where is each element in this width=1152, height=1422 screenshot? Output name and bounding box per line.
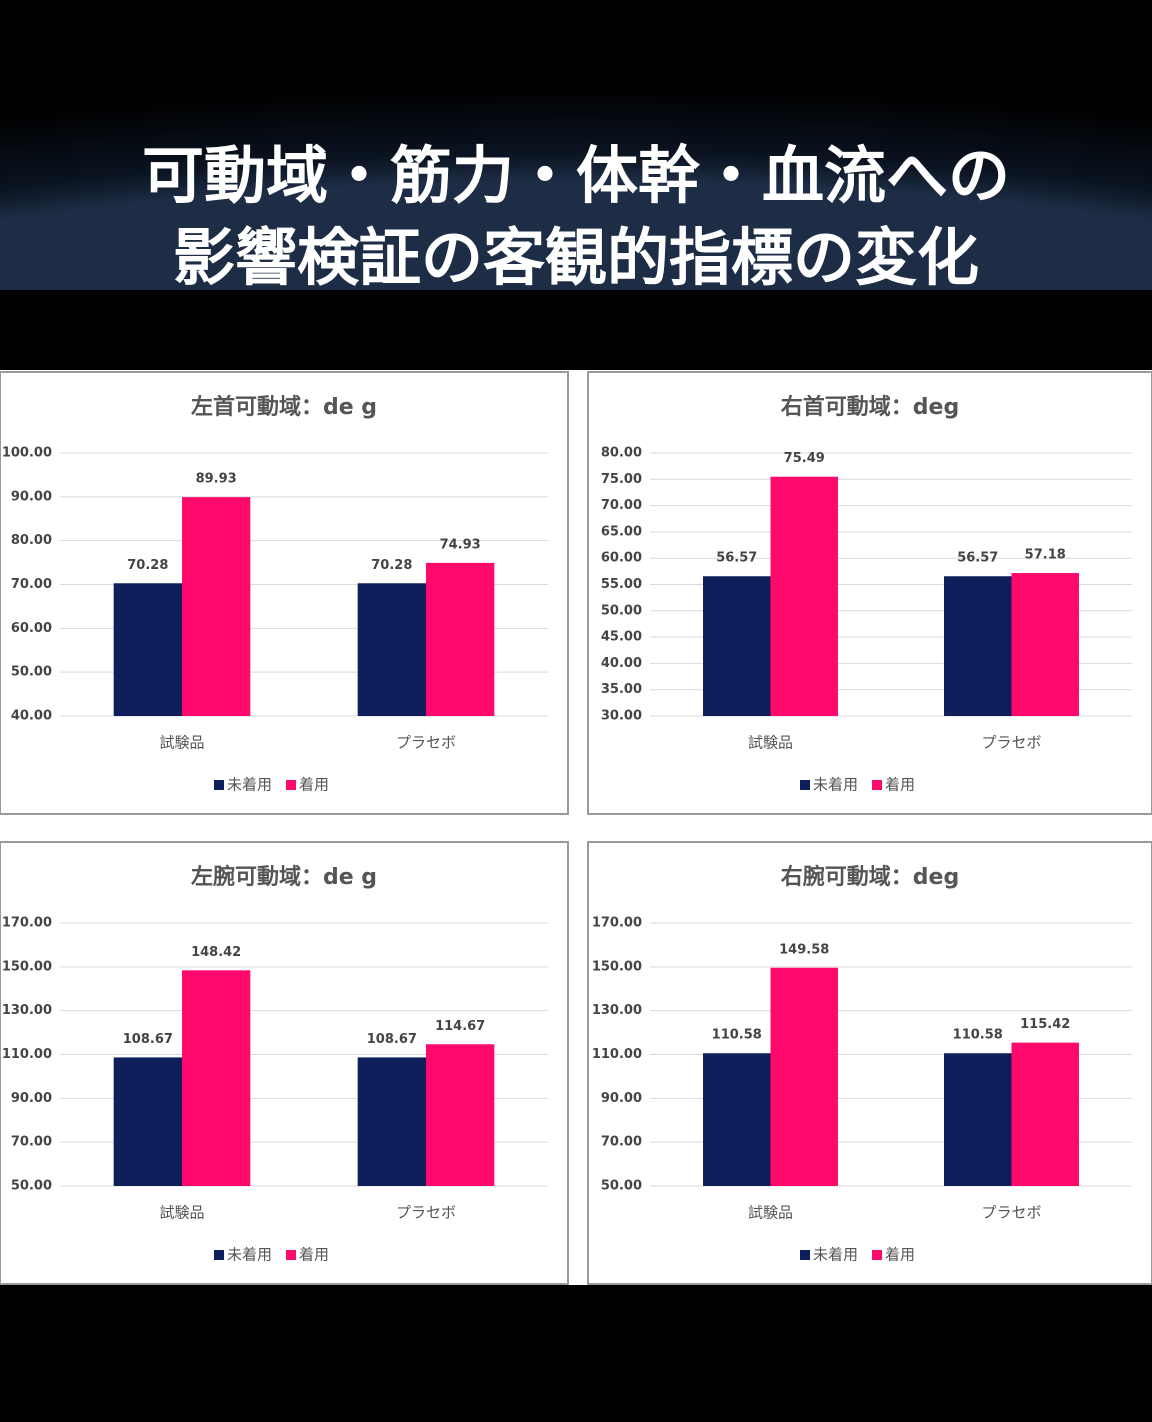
y-tick-label: 70.00 [601, 1135, 642, 1150]
y-tick-label: 50.00 [601, 603, 642, 618]
headline: 影響検証の客観的指標の変化 [173, 221, 979, 294]
bar [944, 576, 1012, 716]
bar [426, 562, 495, 716]
legend-swatch [286, 1250, 297, 1260]
value-label: 114.67 [435, 1019, 485, 1034]
y-tick-label: 40.00 [11, 709, 52, 724]
legend-swatch [872, 780, 883, 790]
y-tick-label: 130.00 [592, 1003, 642, 1018]
bar [944, 1053, 1012, 1186]
y-tick-label: 45.00 [601, 630, 642, 645]
chart-title: 左首可動域：de g [191, 394, 377, 420]
y-tick-label: 80.00 [601, 446, 642, 461]
value-label: 110.58 [712, 1028, 762, 1043]
value-label: 89.93 [196, 472, 237, 487]
legend-label: 着用 [299, 776, 329, 794]
bar [182, 970, 251, 1186]
legend-swatch [214, 1250, 224, 1260]
legend-label: 未着用 [227, 776, 272, 794]
value-label: 108.67 [123, 1032, 173, 1047]
chart-title: 右首可動域：deg [781, 394, 959, 420]
legend-label: 未着用 [813, 1246, 858, 1264]
value-label: 70.28 [127, 558, 168, 573]
x-tick-label: 試験品 [159, 734, 204, 752]
value-label: 56.57 [716, 551, 757, 566]
x-tick-label: 試験品 [748, 734, 793, 752]
value-label: 74.93 [440, 537, 481, 552]
x-tick-label: 試験品 [748, 1204, 793, 1222]
bar [182, 497, 251, 716]
bar [703, 576, 771, 716]
y-tick-label: 50.00 [601, 1179, 642, 1194]
y-tick-label: 90.00 [11, 1091, 52, 1106]
y-tick-label: 60.00 [601, 551, 642, 566]
x-tick-label: プラセボ [396, 734, 456, 752]
y-tick-label: 170.00 [592, 916, 642, 931]
bar [357, 583, 426, 716]
bar [1011, 573, 1079, 716]
value-label: 115.42 [1020, 1017, 1070, 1032]
y-tick-label: 170.00 [2, 916, 52, 931]
legend-swatch [214, 780, 224, 790]
value-label: 148.42 [191, 945, 241, 960]
y-tick-label: 80.00 [11, 533, 52, 548]
bar [357, 1057, 426, 1186]
bar [1011, 1042, 1079, 1186]
legend-label: 未着用 [227, 1246, 272, 1264]
y-tick-label: 100.00 [2, 446, 52, 461]
y-tick-label: 130.00 [2, 1003, 52, 1018]
bar [703, 1053, 771, 1186]
legend-swatch [872, 1250, 883, 1260]
y-tick-label: 70.00 [11, 1135, 52, 1150]
bar [770, 967, 838, 1186]
x-tick-label: プラセボ [981, 1204, 1041, 1222]
y-tick-label: 60.00 [11, 621, 52, 636]
value-label: 149.58 [779, 942, 829, 957]
x-tick-label: 試験品 [159, 1204, 204, 1222]
value-label: 75.49 [784, 451, 825, 466]
bar [113, 583, 182, 716]
y-tick-label: 150.00 [592, 959, 642, 974]
y-tick-label: 50.00 [11, 1179, 52, 1194]
y-tick-label: 110.00 [2, 1047, 52, 1062]
value-label: 110.58 [953, 1028, 1003, 1043]
y-tick-label: 30.00 [601, 709, 642, 724]
value-label: 108.67 [367, 1032, 417, 1047]
y-tick-label: 55.00 [601, 577, 642, 592]
legend-label: 着用 [885, 776, 915, 794]
legend-swatch [800, 1250, 810, 1260]
y-tick-label: 70.00 [601, 498, 642, 513]
value-label: 56.57 [957, 551, 998, 566]
legend-label: 着用 [885, 1246, 915, 1264]
y-tick-label: 65.00 [601, 524, 642, 539]
y-tick-label: 40.00 [601, 656, 642, 671]
value-label: 70.28 [371, 558, 412, 573]
bar [426, 1044, 495, 1186]
chart-title: 右腕可動域：deg [781, 864, 959, 890]
headline: 可動域・筋力・体幹・血流への [142, 139, 1010, 212]
y-tick-label: 150.00 [2, 959, 52, 974]
y-tick-label: 35.00 [601, 682, 642, 697]
legend-label: 着用 [299, 1246, 329, 1264]
legend-label: 未着用 [813, 776, 858, 794]
y-tick-label: 90.00 [601, 1091, 642, 1106]
value-label: 57.18 [1025, 548, 1066, 563]
chart-title: 左腕可動域：de g [191, 864, 377, 890]
bar [770, 476, 838, 716]
space-backdrop [0, 0, 1152, 290]
x-tick-label: プラセボ [981, 734, 1041, 752]
bar [113, 1057, 182, 1186]
x-tick-label: プラセボ [396, 1204, 456, 1222]
y-tick-label: 110.00 [592, 1047, 642, 1062]
y-tick-label: 75.00 [601, 472, 642, 487]
legend-swatch [800, 780, 810, 790]
y-tick-label: 70.00 [11, 577, 52, 592]
legend-swatch [286, 780, 297, 790]
y-tick-label: 50.00 [11, 665, 52, 680]
y-tick-label: 90.00 [11, 489, 52, 504]
